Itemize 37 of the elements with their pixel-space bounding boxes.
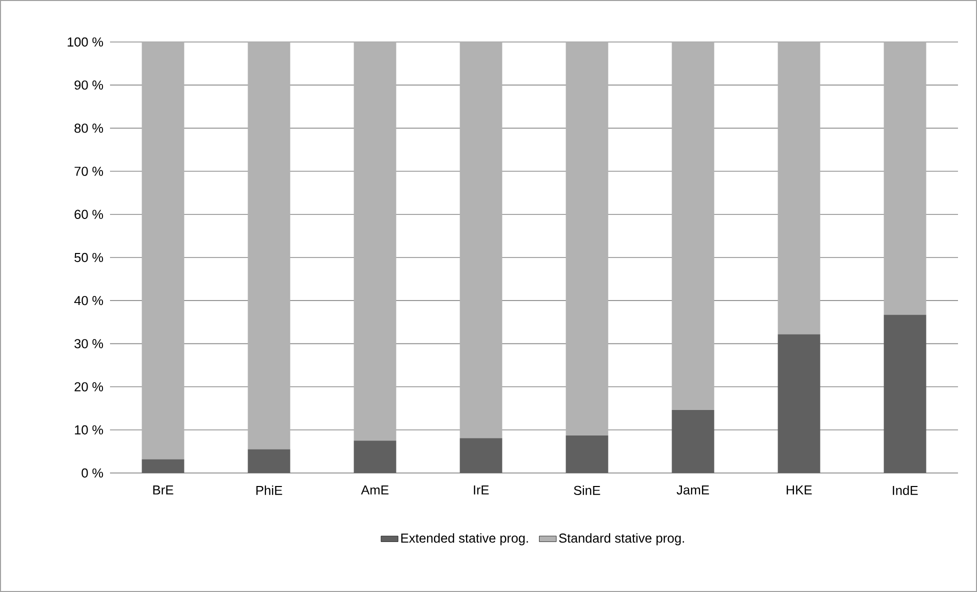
x-tick-label: IndE — [892, 485, 918, 496]
bar — [248, 42, 290, 450]
x-tick-label: BrE — [153, 486, 174, 494]
bar — [566, 42, 608, 436]
bar — [248, 449, 290, 473]
bar — [672, 42, 714, 410]
y-tick-label: 50 % — [74, 252, 104, 262]
x-tick-label: IrE — [474, 486, 489, 494]
bar — [884, 314, 926, 473]
y-tick-label: 0 % — [82, 468, 104, 478]
y-tick-label: 10 % — [74, 425, 104, 434]
y-tick-label: 30 % — [74, 339, 104, 348]
x-tick-label: AmE — [361, 486, 388, 494]
bar — [142, 459, 184, 473]
x-tick-label: SinE — [574, 485, 600, 496]
x-tick-label: HKE — [786, 486, 812, 494]
y-tick-label: 70 % — [74, 166, 104, 176]
bar — [460, 438, 502, 473]
bar — [778, 42, 820, 334]
legend-label: Extended stative prog. — [401, 533, 528, 546]
bar — [778, 334, 820, 473]
x-tick-label: JamE — [676, 486, 709, 495]
y-tick-label: 60 % — [74, 210, 104, 219]
y-tick-label: 40 % — [74, 296, 104, 306]
y-tick-label: 90 % — [74, 80, 104, 90]
y-tick-label: 20 % — [74, 382, 104, 392]
bar — [884, 42, 926, 315]
y-tick-label: 80 % — [74, 124, 104, 133]
legend-label: Standard stative prog. — [559, 533, 684, 546]
bar — [566, 435, 608, 473]
bar — [354, 440, 396, 473]
bar — [672, 410, 714, 473]
bar — [354, 42, 396, 441]
bar — [460, 42, 502, 438]
bar — [142, 42, 184, 460]
x-tick-label: PhiE — [256, 485, 282, 495]
y-tick-label: 100 % — [68, 37, 104, 47]
